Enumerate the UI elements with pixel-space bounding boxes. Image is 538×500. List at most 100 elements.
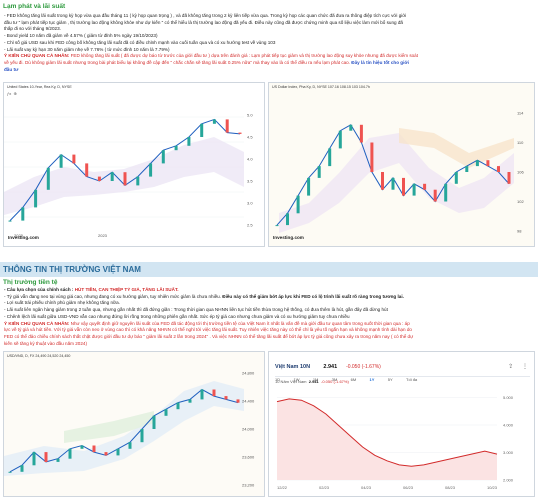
candle <box>486 160 490 167</box>
tab-5y[interactable]: 5Y <box>387 377 393 382</box>
candle <box>8 471 12 473</box>
candle <box>85 163 89 177</box>
comment-highlight: đầu tư <box>4 66 19 72</box>
candle <box>188 399 192 403</box>
candle <box>21 207 25 221</box>
x-tick-label: 10/23 <box>487 485 498 490</box>
candle <box>116 448 120 456</box>
tab-1w[interactable]: 1W <box>293 377 300 382</box>
comment-line: kiến sẽ tăng kỳ thuật vào đầu năm 2024) <box>4 340 87 346</box>
vn10y-subtitle: 10 Năm Việt Nam <box>275 379 307 384</box>
candle <box>391 177 395 190</box>
candle <box>176 402 180 410</box>
vn10y-sub-value: 2.941 <box>308 379 319 384</box>
candle <box>370 142 374 172</box>
candle <box>97 176 101 181</box>
vn10y-title: Việt Nam 10N <box>275 364 311 370</box>
series <box>275 124 511 227</box>
vn10y-chart-panel[interactable]: Việt Nam 10N 2.941 -0.050 (-1.67%) ⇪ ⋮ 1… <box>268 351 535 497</box>
candle <box>224 396 228 400</box>
series-area <box>277 398 497 480</box>
candle <box>128 442 132 449</box>
us10y-chart-svg: 5.0 4.5 4.0 3.5 3.0 2.5 2022 2023 <box>4 97 253 246</box>
investing-logo: Investing.com <box>8 235 39 240</box>
candle <box>164 409 168 416</box>
divider <box>275 376 530 377</box>
vn10y-actions: ⇪ ⋮ <box>508 355 528 373</box>
candle <box>140 429 144 443</box>
y-tick-label: 4.000 <box>503 423 514 428</box>
compare-icon[interactable]: ⊕ <box>13 91 17 96</box>
us10y-chart-panel[interactable]: United States 10-Year, Rea Ky, D, NYSE ƒ… <box>3 82 265 247</box>
candle <box>59 154 63 168</box>
x-axis: 2022 2023 <box>14 233 108 238</box>
share-icon[interactable]: ⇪ <box>508 364 514 370</box>
chart-title: USD/VND, D, FX 24,490 24,520 24,450 <box>7 354 71 358</box>
y-tick-label: 110 <box>517 140 524 145</box>
y-tick-label: 24,400 <box>242 399 255 404</box>
candle <box>412 183 416 196</box>
vn10y-subheader: 10 Năm Việt Nam 2.941 -0.050 (-1.67%) <box>275 379 349 384</box>
y-tick-label: 106 <box>517 170 524 175</box>
bullet-bold: Điều này có thể giảm bớt áp lực khi FED … <box>220 293 404 299</box>
bullet-line: - FED không tăng lãi suất trong kỳ họp v… <box>4 13 407 18</box>
y-tick-label: 23,200 <box>242 483 255 488</box>
tab-max[interactable]: Tối đa <box>406 377 418 382</box>
usdvnd-chart-panel[interactable]: USD/VND, D, FX 24,490 24,520 24,450 24,8… <box>3 351 265 497</box>
bullet-line: - Chỉ số giá USD sau khi FED công bố khô… <box>4 39 276 45</box>
y-tick-label: 114 <box>517 111 524 116</box>
candle <box>465 166 469 172</box>
x-axis: 12/22 02/23 04/23 06/23 08/23 10/23 <box>277 485 498 490</box>
candle <box>286 213 289 226</box>
series-line <box>9 388 239 473</box>
usdvnd-chart-svg: 24,800 24,400 24,000 23,600 23,200 <box>4 371 255 488</box>
section-title-money-market: Thị trường tiền tệ <box>3 279 58 286</box>
candle <box>56 458 60 462</box>
candle <box>475 160 479 167</box>
chart-toolbar: ƒx ⊕ <box>7 91 17 96</box>
comment-line: lực về tỷ giá và hút tiền. Với tỷ giá vẫ… <box>4 327 412 333</box>
candle <box>507 172 511 184</box>
bullet-line: - Lãi suất liên ngân hàng giảm trong 2 t… <box>4 307 388 313</box>
candle <box>225 119 229 133</box>
tab-1m[interactable]: 1M <box>312 377 319 382</box>
tab-1y[interactable]: 1Y <box>369 377 375 382</box>
y-tick-label: 5.0 <box>247 113 253 118</box>
candle <box>423 183 427 190</box>
candle <box>349 124 353 131</box>
candle <box>275 225 279 227</box>
tab-3m[interactable]: 3M <box>331 377 338 382</box>
candle <box>444 183 448 202</box>
vn-bullets: - Câu lựa chọn của chính sách : HÚT TIỀN… <box>4 287 536 347</box>
y-axis: 5.0 4.5 4.0 3.5 3.0 2.5 <box>247 113 253 228</box>
candle <box>381 172 384 190</box>
candle <box>123 172 127 186</box>
comment-line: FED có thể đảo chiều chính sách thắt chặ… <box>4 333 414 339</box>
vn10y-value: 2.941 <box>323 364 338 370</box>
candle <box>187 137 191 146</box>
bullet-text: - Tỷ giá vẫn đang neo tại vùng giá cao, … <box>4 293 221 299</box>
candle <box>402 177 405 196</box>
vn10y-chart-svg: 5.000 4.000 3.000 2.000 12/22 02/23 04/23 06/2… <box>276 395 514 490</box>
y-tick-label: 2.5 <box>247 223 253 228</box>
vn10y-tabs: 1D 1W 1M 3M 6M 1Y 5Y Tối đa <box>275 368 417 386</box>
candle <box>433 189 437 202</box>
tab-1d[interactable]: 1D <box>275 377 281 382</box>
indicator-icon[interactable]: ƒx <box>7 91 12 96</box>
dxy-chart-panel[interactable]: US Dollar Index, Pha Ky, D, NYSE 107.16 … <box>268 82 535 247</box>
more-icon[interactable]: ⋮ <box>522 364 528 370</box>
x-tick-label: 12/22 <box>277 485 288 490</box>
candle <box>80 445 84 449</box>
tab-6m[interactable]: 6M <box>350 377 357 382</box>
x-tick-label: 02/23 <box>319 485 330 490</box>
candle <box>296 195 300 214</box>
y-tick-label: 3.000 <box>503 450 514 455</box>
candle <box>497 166 500 172</box>
comment-label: Ý KIẾN CHỦ QUAN CÁ NHÂN: <box>4 320 70 326</box>
bullet-line: - Tỷ giá vẫn đang neo tại vùng giá cao, … <box>4 294 536 301</box>
bullet-line: - Chênh lệch lãi suất giữa USD-VND vẫn c… <box>4 313 350 319</box>
policy-choice: HÚT TIỀN, CAN THIỆP TỶ GIÁ, TĂNG LÃI SUẤ… <box>73 287 179 292</box>
comment-line: đầu tư <box>4 67 536 74</box>
bullet-line: - Lãi suất vay kỳ hạn 30 năm giảm nhẹ về… <box>4 46 170 52</box>
y-tick-label: 5.000 <box>503 395 514 400</box>
